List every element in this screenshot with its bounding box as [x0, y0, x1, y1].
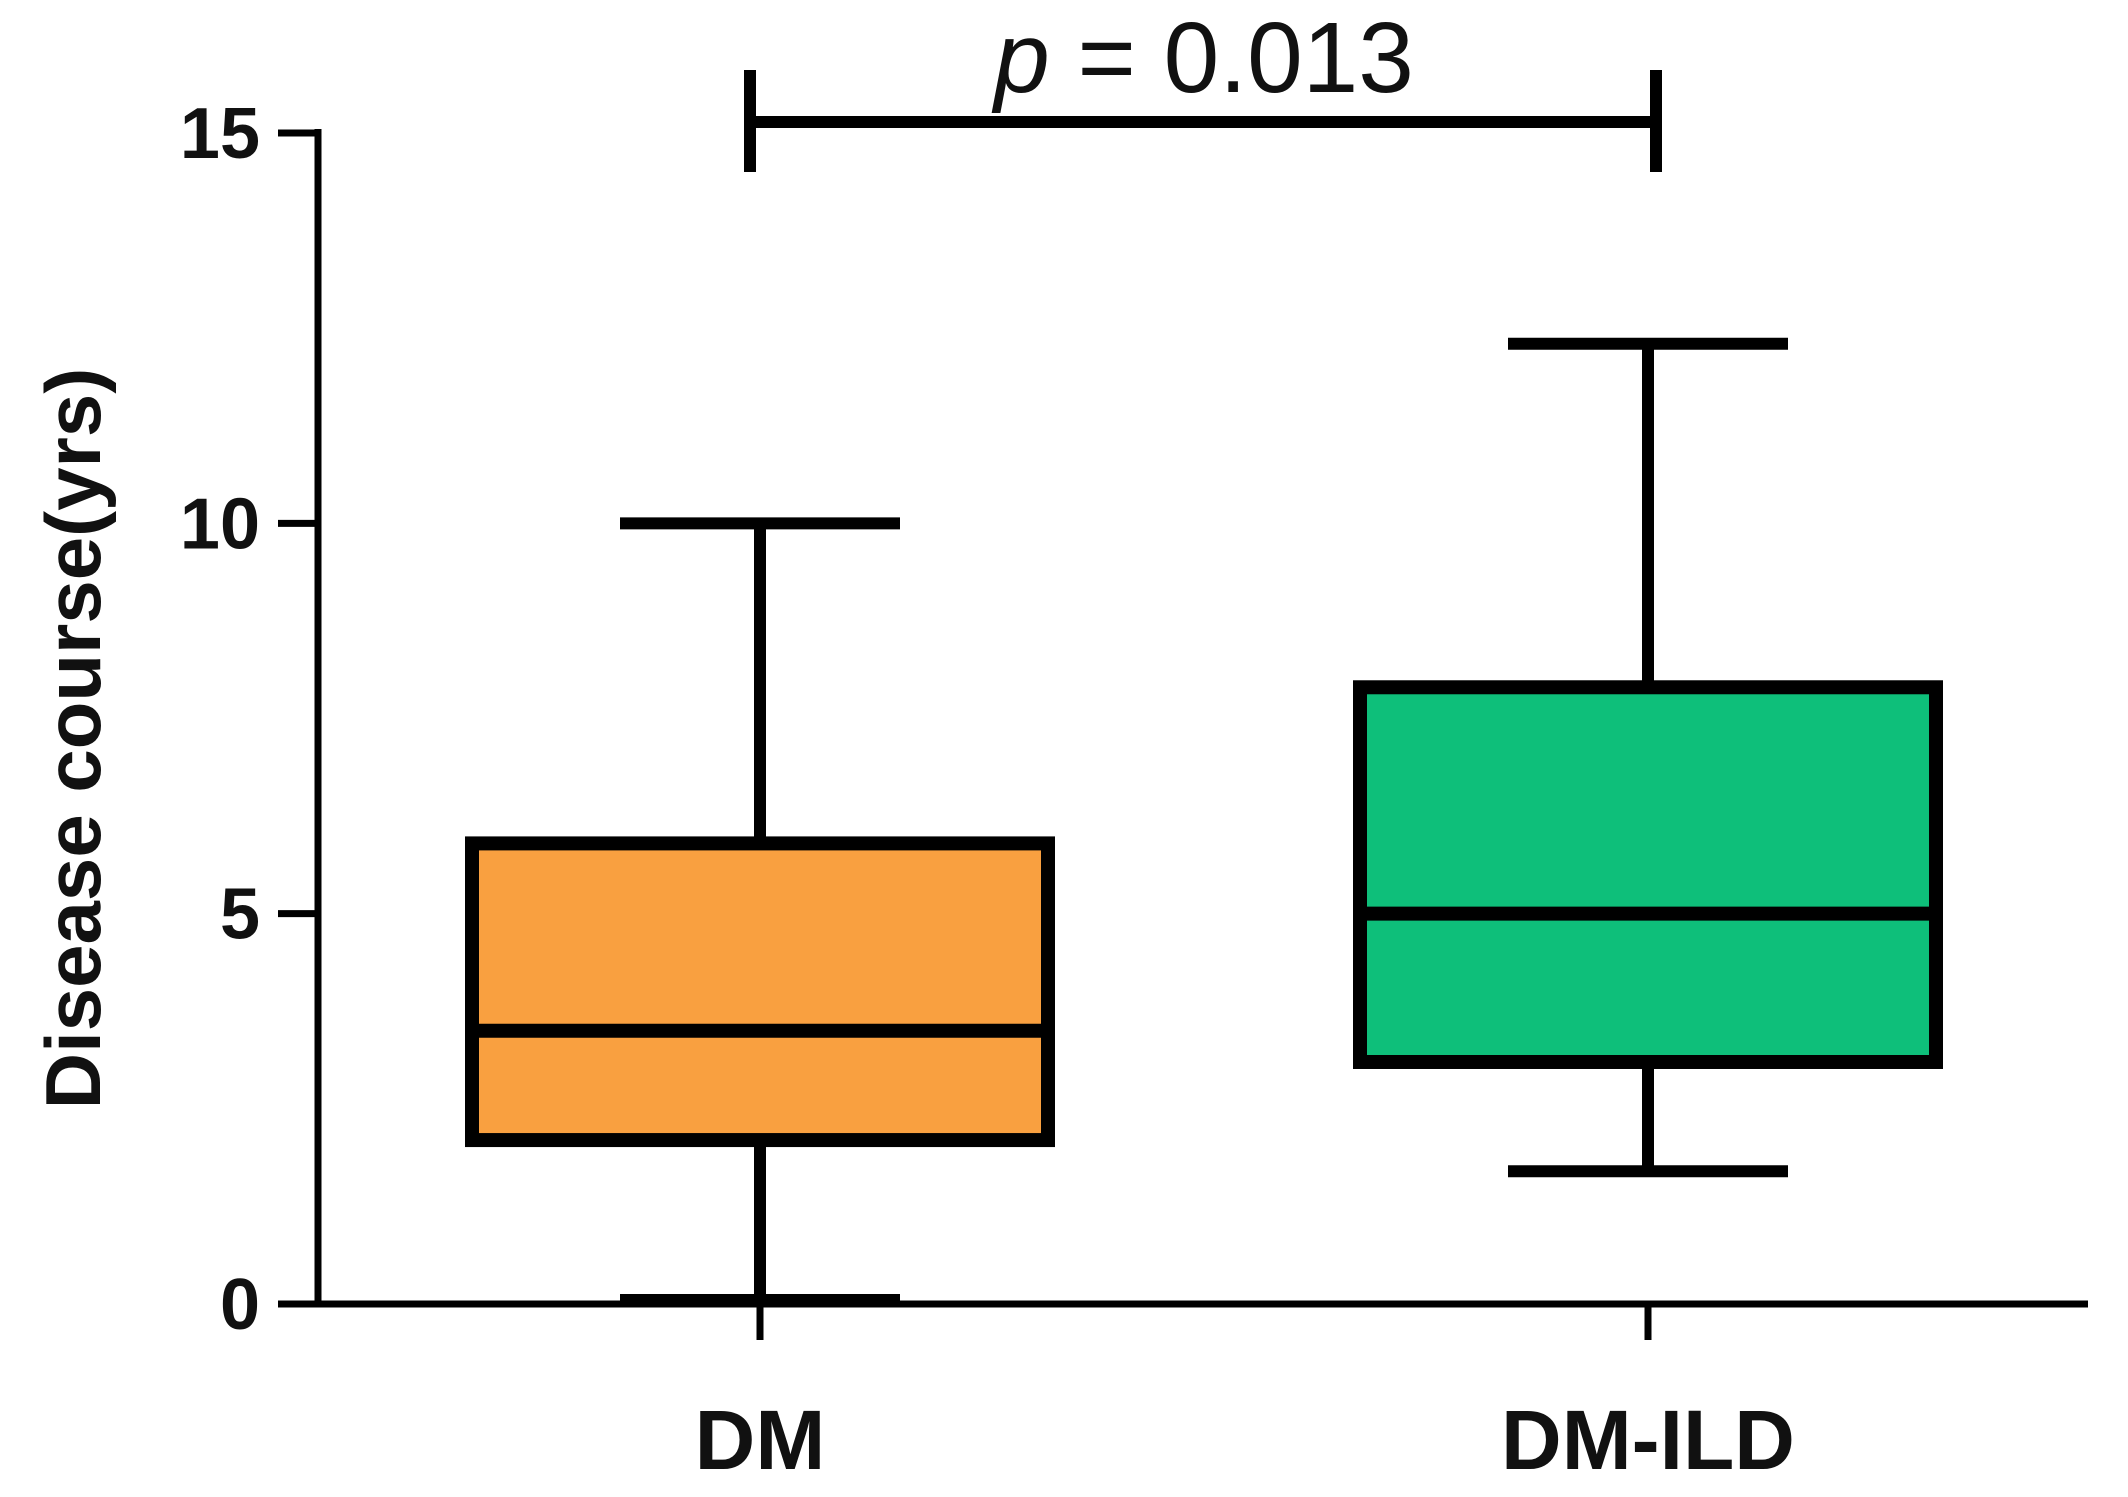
significance-annotation: p = 0.013 — [744, 2, 1662, 172]
p-value-label: p = 0.013 — [991, 2, 1414, 114]
y-tick-label-15: 15 — [180, 94, 260, 174]
box-dm-ild — [1353, 337, 1943, 1178]
y-tick-label-0: 0 — [220, 1265, 260, 1345]
iqr-box — [1353, 680, 1943, 1069]
y-tick-label-10: 10 — [180, 484, 260, 564]
x-tick-label-dm: DM — [695, 1393, 826, 1487]
p-value-text: = 0.013 — [1077, 2, 1413, 114]
x-axis-ticks: DM DM-ILD — [695, 1304, 1795, 1487]
y-axis-label: Disease course(yrs) — [29, 368, 117, 1109]
x-tick-label-dm-ild: DM-ILD — [1501, 1393, 1795, 1487]
y-axis-ticks: 0 5 10 15 — [180, 94, 318, 1345]
boxes-group — [465, 337, 1943, 1306]
box-dm — [465, 517, 1055, 1306]
iqr-box — [465, 836, 1055, 1148]
y-tick-label-5: 5 — [220, 875, 260, 955]
p-symbol: p — [991, 2, 1050, 114]
